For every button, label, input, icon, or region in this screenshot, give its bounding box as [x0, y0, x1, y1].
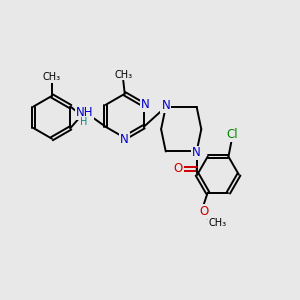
Text: CH₃: CH₃: [208, 218, 226, 228]
Text: CH₃: CH₃: [114, 70, 132, 80]
Text: N: N: [192, 146, 201, 160]
Text: Cl: Cl: [226, 128, 238, 142]
Text: N: N: [161, 99, 170, 112]
Text: N: N: [120, 133, 129, 146]
Text: H: H: [80, 117, 87, 128]
Text: N: N: [141, 98, 150, 111]
Text: O: O: [174, 162, 183, 175]
Text: O: O: [200, 205, 209, 218]
Text: NH: NH: [76, 106, 93, 119]
Text: CH₃: CH₃: [43, 73, 61, 82]
